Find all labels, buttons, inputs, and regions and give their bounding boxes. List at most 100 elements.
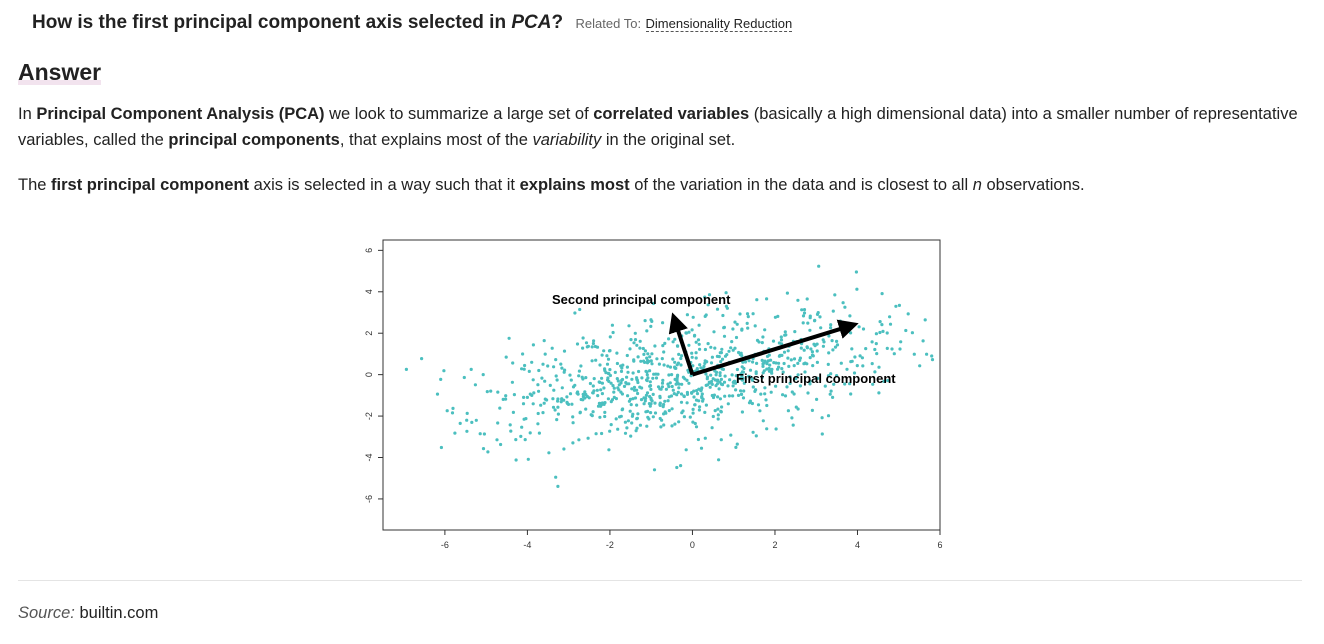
scatter-point	[770, 371, 774, 375]
scatter-point	[698, 347, 702, 351]
scatter-point	[711, 395, 716, 400]
scatter-point	[832, 382, 836, 386]
scatter-point	[552, 388, 556, 392]
scatter-point	[835, 343, 840, 347]
scatter-point	[554, 475, 558, 479]
scatter-point	[697, 342, 701, 346]
scatter-point	[627, 382, 631, 386]
scatter-point	[523, 363, 527, 368]
pca-scatter-chart: -6 -4 -2 0 2 4 6 -6 -4 -2 0 2 4 6 Second principal co…	[364, 239, 943, 550]
scatter-point	[594, 358, 598, 362]
scatter-point	[548, 383, 552, 387]
scatter-point	[486, 450, 490, 454]
scatter-point	[719, 409, 723, 413]
scatter-point	[892, 352, 896, 356]
scatter-point	[790, 416, 794, 420]
scatter-point	[675, 377, 679, 381]
scatter-point	[657, 362, 661, 366]
scatter-point	[750, 401, 754, 406]
scatter-point	[731, 327, 735, 331]
scatter-point	[649, 411, 653, 415]
scatter-point	[799, 346, 803, 350]
scatter-point	[628, 347, 632, 351]
scatter-point	[606, 357, 611, 361]
scatter-point	[658, 403, 662, 407]
scatter-point	[761, 361, 766, 365]
scatter-point	[541, 411, 545, 415]
scatter-point	[579, 397, 583, 402]
scatter-point	[728, 378, 732, 382]
scatter-point	[727, 394, 731, 398]
y-tick-label: -6	[364, 495, 374, 503]
scatter-point	[556, 397, 560, 401]
scatter-point	[733, 320, 737, 324]
scatter-point	[571, 421, 575, 425]
scatter-point	[539, 403, 543, 407]
scatter-point	[831, 309, 835, 313]
scatter-point	[527, 369, 531, 373]
scatter-point	[788, 381, 792, 385]
scatter-point	[619, 414, 623, 418]
scatter-point	[661, 344, 665, 348]
scatter-point	[716, 413, 720, 417]
scatter-point	[888, 322, 893, 326]
scatter-point	[555, 378, 559, 382]
scatter-point	[718, 351, 722, 355]
scatter-point	[751, 360, 755, 364]
scatter-point	[894, 304, 898, 308]
scatter-point	[829, 372, 833, 376]
scatter-point	[648, 369, 652, 373]
scatter-point	[751, 430, 755, 434]
scatter-point	[742, 389, 746, 393]
scatter-point	[531, 378, 535, 382]
scatter-point	[699, 446, 704, 450]
scatter-point	[599, 388, 603, 392]
scatter-point	[478, 432, 482, 436]
scatter-point	[609, 381, 613, 385]
scatter-point	[485, 390, 489, 394]
scatter-point	[560, 398, 564, 402]
scatter-point	[600, 392, 604, 396]
scatter-point	[537, 368, 541, 373]
scatter-point	[571, 441, 575, 445]
scatter-point	[653, 411, 658, 415]
scatter-point	[592, 377, 596, 381]
scatter-point	[761, 364, 765, 368]
scatter-point	[841, 301, 845, 305]
scatter-point	[573, 311, 577, 315]
scatter-point	[543, 379, 547, 383]
scatter-point	[598, 415, 602, 419]
scatter-point	[679, 363, 683, 367]
related-topic-link[interactable]: Dimensionality Reduction	[645, 16, 793, 32]
scatter-point	[921, 339, 925, 343]
question-header: How is the first principal component axi…	[32, 12, 793, 34]
scatter-point	[584, 407, 588, 411]
scatter-point	[442, 369, 446, 373]
scatter-point	[774, 384, 778, 388]
scatter-point	[644, 393, 648, 397]
scatter-point	[633, 396, 638, 400]
scatter-point	[679, 356, 683, 361]
scatter-point	[888, 315, 892, 319]
scatter-point	[655, 357, 659, 361]
scatter-point	[810, 350, 814, 354]
scatter-point	[674, 382, 678, 386]
scatter-point	[815, 397, 819, 401]
scatter-point	[547, 451, 551, 455]
scatter-point	[560, 366, 564, 370]
scatter-point	[611, 384, 615, 388]
scatter-point	[612, 390, 616, 394]
scatter-point	[776, 314, 780, 318]
scatter-point	[822, 340, 826, 344]
scatter-point	[625, 365, 629, 369]
scatter-point	[556, 412, 560, 416]
scatter-point	[765, 362, 769, 366]
scatter-point	[662, 423, 666, 427]
scatter-point	[598, 401, 602, 406]
scatter-point	[645, 379, 649, 383]
scatter-point	[785, 385, 789, 389]
scatter-point	[792, 392, 796, 396]
second-component-label: Second principal component	[552, 292, 731, 307]
scatter-point	[635, 343, 639, 347]
scatter-point	[753, 324, 757, 328]
